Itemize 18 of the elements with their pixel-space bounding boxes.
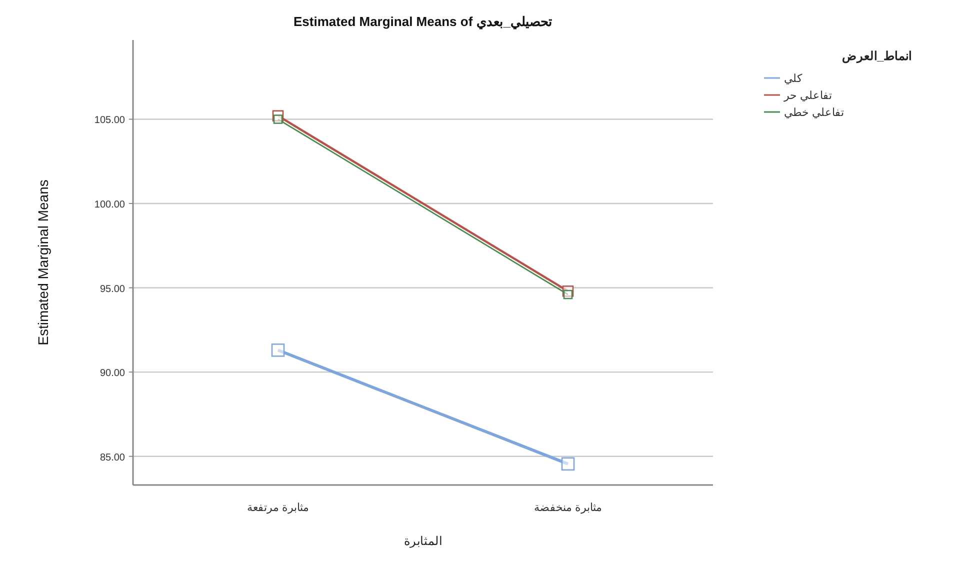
legend-title: انماط_العرض xyxy=(842,49,912,64)
chart-title: Estimated Marginal Means of تحصيلي_بعدي xyxy=(294,14,552,30)
point xyxy=(563,290,573,300)
legend-label: تفاعلي حر xyxy=(783,90,832,102)
point xyxy=(273,114,283,124)
x-tick-label: مثابرة منخفضة xyxy=(534,502,602,514)
y-axis-title: Estimated Marginal Means xyxy=(35,180,51,346)
point xyxy=(561,457,575,471)
y-tick-label: 90.00 xyxy=(100,368,126,380)
point xyxy=(271,344,285,357)
x-tick-label: مثابرة مرتفعة xyxy=(246,502,310,514)
y-tick-label: 100.00 xyxy=(94,200,126,211)
y-tick-label: 95.00 xyxy=(100,284,126,295)
legend-label: كلي xyxy=(784,73,803,85)
y-tick-label: 85.00 xyxy=(100,452,126,464)
y-tick-label: 105.00 xyxy=(94,115,126,126)
x-axis-title: المثابرة xyxy=(404,534,442,548)
legend-label: تفاعلي خطي xyxy=(784,107,844,119)
